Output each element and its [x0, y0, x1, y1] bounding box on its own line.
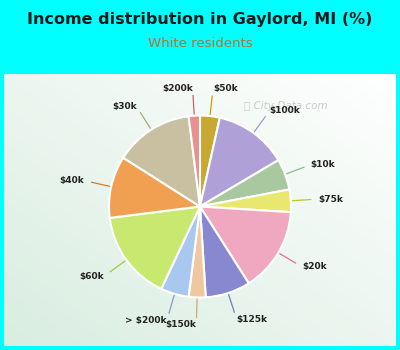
Text: $100k: $100k	[270, 106, 300, 115]
Wedge shape	[123, 116, 200, 206]
Text: $20k: $20k	[302, 262, 326, 271]
Wedge shape	[188, 116, 200, 206]
Text: $200k: $200k	[162, 84, 192, 93]
Wedge shape	[200, 160, 289, 206]
Text: $10k: $10k	[311, 160, 335, 169]
Wedge shape	[200, 118, 278, 206]
Wedge shape	[161, 206, 200, 297]
Text: ⓘ City-Data.com: ⓘ City-Data.com	[244, 101, 328, 111]
Text: Income distribution in Gaylord, MI (%): Income distribution in Gaylord, MI (%)	[27, 12, 373, 27]
Text: > $200k: > $200k	[126, 316, 167, 324]
Text: $40k: $40k	[60, 176, 84, 185]
Text: $75k: $75k	[318, 195, 343, 204]
Text: $60k: $60k	[80, 272, 104, 281]
Wedge shape	[200, 206, 249, 297]
Text: $30k: $30k	[112, 102, 137, 111]
Wedge shape	[200, 189, 291, 212]
Text: $125k: $125k	[236, 315, 268, 323]
Wedge shape	[188, 206, 206, 298]
Text: White residents: White residents	[148, 37, 252, 50]
Wedge shape	[200, 116, 220, 206]
Text: $150k: $150k	[166, 320, 196, 329]
Wedge shape	[110, 206, 200, 289]
Wedge shape	[109, 158, 200, 218]
Text: $50k: $50k	[213, 84, 238, 93]
Wedge shape	[200, 206, 291, 284]
